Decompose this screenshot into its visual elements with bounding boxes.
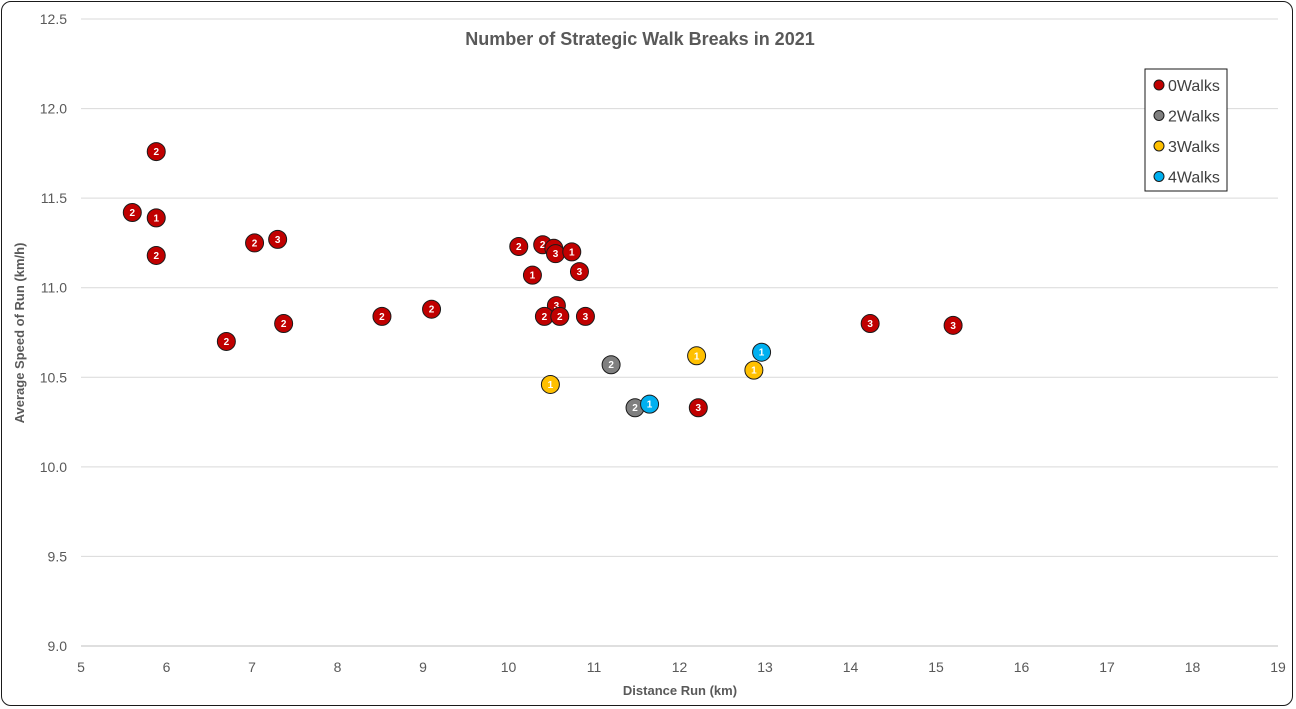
point-data-label: 2 (632, 403, 638, 414)
legend-marker (1154, 111, 1164, 121)
point-data-label: 3 (275, 235, 281, 246)
legend-label: 3Walks (1168, 139, 1220, 156)
scatter-point: 1 (563, 243, 581, 261)
series-2Walks: 22 (602, 356, 644, 417)
legend-marker (1154, 172, 1164, 182)
point-data-label: 1 (548, 380, 554, 391)
scatter-point: 2 (551, 307, 569, 325)
scatter-point: 3 (861, 315, 879, 333)
point-data-label: 1 (153, 213, 159, 224)
chart-title: Number of Strategic Walk Breaks in 2021 (465, 29, 814, 49)
point-data-label: 2 (130, 208, 136, 219)
point-data-label: 3 (577, 267, 583, 278)
x-tick-label: 10 (501, 659, 517, 675)
x-tick-label: 15 (928, 659, 944, 675)
y-tick-label: 9.5 (48, 548, 68, 564)
x-tick-label: 17 (1099, 659, 1115, 675)
x-axis-title: Distance Run (km) (623, 683, 737, 698)
scatter-point: 3 (576, 307, 594, 325)
point-data-label: 1 (530, 271, 536, 282)
legend-marker (1154, 80, 1164, 90)
scatter-point: 1 (147, 209, 165, 227)
point-data-label: 2 (608, 360, 614, 371)
y-tick-label: 11.5 (41, 190, 67, 206)
scatter-point: 1 (541, 375, 559, 393)
x-tick-label: 13 (757, 659, 773, 675)
scatter-point: 3 (547, 245, 565, 263)
legend-label: 4Walks (1168, 170, 1220, 187)
point-data-label: 2 (516, 242, 522, 253)
point-data-label: 3 (867, 319, 873, 330)
legend-marker (1154, 141, 1164, 151)
x-tick-label: 16 (1014, 659, 1030, 675)
y-tick-label: 10.0 (40, 459, 67, 475)
scatter-point: 1 (523, 266, 541, 284)
x-tick-label: 12 (672, 659, 688, 675)
series-0Walks: 221223222222331133223333 (123, 143, 962, 417)
legend-label: 2Walks (1168, 109, 1220, 126)
scatter-point: 2 (246, 234, 264, 252)
x-tick-label: 5 (77, 659, 85, 675)
y-tick-label: 9.0 (48, 638, 68, 654)
point-data-label: 2 (281, 319, 287, 330)
x-tick-label: 7 (248, 659, 256, 675)
scatter-point: 3 (944, 316, 962, 334)
scatter-point: 1 (688, 347, 706, 365)
scatter-point: 1 (745, 361, 763, 379)
point-data-label: 2 (379, 312, 385, 323)
point-data-label: 1 (694, 351, 700, 362)
scatter-point: 3 (570, 263, 588, 281)
point-data-label: 1 (647, 400, 653, 411)
x-axis-tick-labels: 5 6 7 8 9 10 11 12 13 14 15 16 17 18 19 (77, 659, 1286, 675)
point-data-label: 2 (153, 251, 159, 262)
point-data-label: 3 (583, 312, 589, 323)
y-tick-label: 10.5 (40, 369, 67, 385)
y-axis-title: Average Speed of Run (km/h) (12, 243, 27, 424)
scatter-point: 2 (217, 332, 235, 350)
point-data-label: 1 (569, 247, 575, 258)
point-data-label: 2 (224, 337, 230, 348)
gridlines (81, 19, 1278, 646)
y-tick-label: 12.0 (40, 101, 67, 117)
x-tick-label: 19 (1270, 659, 1286, 675)
scatter-point: 2 (602, 356, 620, 374)
x-tick-label: 14 (843, 659, 859, 675)
point-data-label: 1 (751, 366, 757, 377)
scatter-point: 3 (689, 399, 707, 417)
scatter-point: 2 (275, 315, 293, 333)
point-data-label: 3 (950, 321, 956, 332)
legend: 0Walks 2Walks 3Walks 4Walks (1145, 69, 1227, 191)
scatter-point: 2 (123, 203, 141, 221)
scatter-point: 1 (753, 343, 771, 361)
scatter-point: 2 (373, 307, 391, 325)
point-data-label: 2 (252, 238, 258, 249)
x-tick-label: 6 (163, 659, 171, 675)
x-tick-label: 18 (1185, 659, 1201, 675)
scatter-point: 2 (147, 246, 165, 264)
point-data-label: 2 (557, 312, 563, 323)
scatter-point: 2 (423, 300, 441, 318)
point-data-label: 1 (759, 348, 765, 359)
y-tick-label: 12.5 (40, 11, 67, 27)
point-data-label: 2 (542, 312, 548, 323)
point-data-label: 2 (153, 147, 159, 158)
y-tick-label: 11.0 (41, 280, 67, 296)
point-data-label: 3 (553, 249, 559, 260)
scatter-point: 2 (510, 238, 528, 256)
scatter-point: 3 (269, 230, 287, 248)
series-3Walks: 111 (541, 347, 762, 394)
legend-label: 0Walks (1168, 78, 1220, 95)
y-axis-tick-labels: 9.0 9.5 10.0 10.5 11.0 11.5 12.0 12.5 (40, 11, 67, 654)
point-data-label: 3 (696, 403, 702, 414)
data-points: 2212232222223311332233332211111 (123, 143, 962, 417)
scatter-point: 1 (641, 395, 659, 413)
x-tick-label: 11 (587, 659, 602, 675)
x-tick-label: 8 (334, 659, 342, 675)
scatter-point: 2 (147, 143, 165, 161)
x-tick-label: 9 (419, 659, 427, 675)
point-data-label: 2 (429, 305, 435, 316)
